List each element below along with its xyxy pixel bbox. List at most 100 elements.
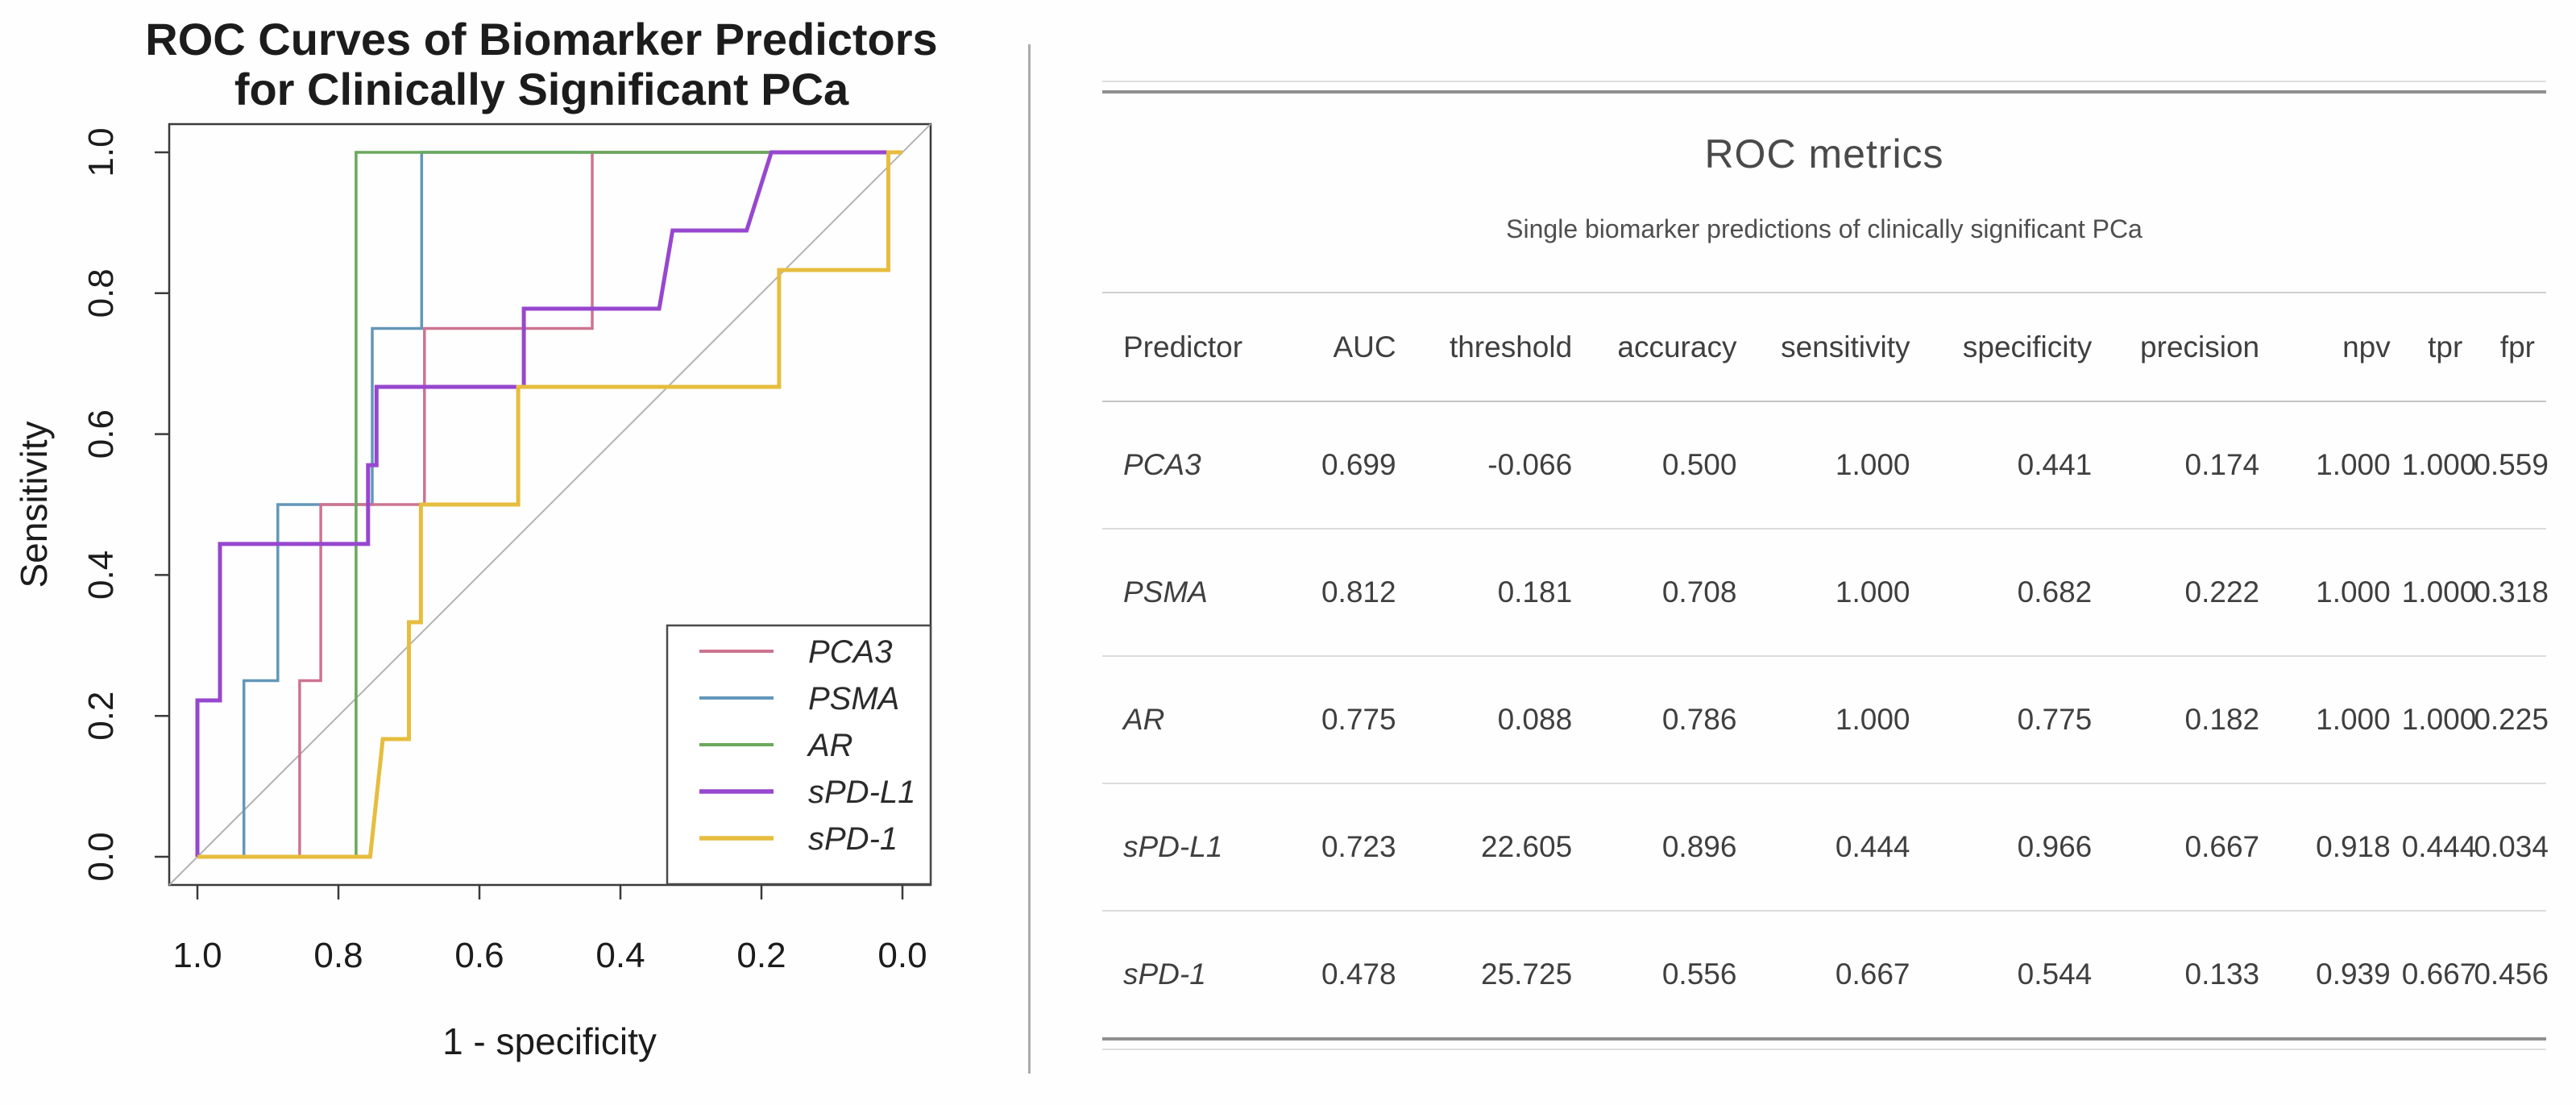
table-bottom-rule (1102, 1037, 2546, 1041)
value-cell-accuracy: 0.556 (1607, 910, 1773, 1037)
x-tick-label: 0.2 (736, 936, 786, 975)
diagonal-reference-line (168, 123, 931, 886)
value-cell-auc: 0.723 (1292, 783, 1432, 911)
value-cell-specificity: 0.775 (1945, 655, 2128, 783)
y-tick-label: 0.0 (81, 832, 121, 881)
value-cell-threshold: 22.605 (1431, 783, 1608, 911)
x-tick-label: 0.4 (595, 936, 645, 975)
plot-box (168, 123, 932, 887)
table-row-ar: AR 0.775 0.088 0.786 1.000 0.775 0.182 1.000 1.0… (1102, 655, 2549, 783)
table-row-spd-l1: sPD-L1 0.723 22.605 0.896 0.444 0.966 0.667 0.9… (1102, 783, 2549, 911)
column-header-npv: npv (2295, 293, 2402, 402)
value-cell-accuracy: 0.896 (1607, 783, 1773, 911)
value-cell-specificity: 0.544 (1945, 910, 2128, 1037)
column-header-sensitivity: sensitivity (1772, 293, 1946, 402)
value-cell-npv: 1.000 (2316, 448, 2391, 481)
table-row-pca3: PCA3 0.699 -0.066 0.500 1.000 0.441 0.174 1.000… (1102, 401, 2549, 529)
x-tick-label: 0.0 (877, 936, 927, 975)
legend-label-spd-l1: sPD-L1 (808, 775, 915, 810)
value-cell-specificity: 0.441 (2017, 448, 2093, 481)
value-cell-threshold: 25.725 (1431, 910, 1608, 1037)
column-header-tpr: tpr (2401, 293, 2474, 402)
value-cell-threshold: 0.181 (1431, 528, 1608, 656)
value-cell-auc: 0.699 (1321, 448, 1396, 481)
metrics-header-row: Predictor AUC threshold accuracy sensitivity… (1102, 293, 2546, 402)
value-cell-accuracy: 0.500 (1661, 448, 1737, 481)
value-cell-sensitivity: 1.000 (1772, 655, 1946, 783)
table-row-spd-1: sPD-1 0.478 25.725 0.556 0.667 0.544 0.133 0.93… (1102, 910, 2549, 1037)
value-cell-precision: 0.222 (2127, 528, 2296, 656)
value-cell-fpr: 0.318 (2474, 528, 2549, 656)
value-cell-precision: 0.182 (2127, 655, 2296, 783)
column-header-precision: precision (2127, 293, 2296, 402)
value-cell-fpr: 0.456 (2474, 910, 2549, 1037)
value-cell-threshold: -0.066 (1487, 448, 1573, 481)
metrics-table-body: PCA3 0.699 -0.066 0.500 1.000 0.441 0.174 1.000… (1102, 401, 2549, 1037)
predictor-cell: PSMA (1102, 528, 1293, 656)
value-cell-sensitivity: 0.444 (1772, 783, 1946, 911)
column-header-auc: AUC (1292, 293, 1432, 402)
value-cell-npv: 0.939 (2295, 910, 2402, 1037)
y-tick-label: 0.4 (81, 550, 121, 600)
column-header-specificity: specificity (1945, 293, 2128, 402)
roc-curve-spd-l1 (195, 150, 902, 857)
value-cell-tpr: 0.444 (2401, 783, 2476, 911)
value-cell-npv: 1.000 (2295, 655, 2402, 783)
column-header-threshold: threshold (1431, 293, 1608, 402)
value-cell-tpr: 1.000 (2401, 655, 2476, 783)
legend-label-spd-1: sPD-1 (808, 821, 898, 857)
value-cell-auc: 0.812 (1292, 528, 1432, 656)
value-cell-auc: 0.775 (1292, 655, 1432, 783)
value-cell-tpr: 1.000 (2401, 528, 2476, 656)
column-header-fpr: fpr (2474, 293, 2546, 402)
x-tick-label: 0.6 (454, 936, 504, 975)
plot-title-line2: for Clinically Significant PCa (234, 64, 849, 114)
x-tick-label: 0.8 (313, 936, 363, 975)
value-cell-threshold: 0.088 (1431, 655, 1608, 783)
roc-metrics-panel: ROC metrics Single biomarker predictions… (1102, 81, 2549, 1050)
table-subtitle: Single biomarker predictions of clinical… (1506, 214, 2143, 243)
value-cell-sensitivity: 0.667 (1772, 910, 1946, 1037)
predictor-cell: sPD-1 (1102, 910, 1293, 1037)
predictor-cell: AR (1102, 655, 1293, 783)
value-cell-precision: 0.133 (2127, 910, 2296, 1037)
value-cell-npv: 1.000 (2295, 528, 2402, 656)
value-cell-fpr: 0.225 (2474, 655, 2549, 783)
table-subtitle-rule (1102, 292, 2546, 293)
predictor-cell: PCA3 (1123, 448, 1201, 481)
legend-label-pca3: PCA3 (808, 634, 893, 670)
y-tick-label: 0.6 (81, 409, 121, 459)
x-tick-label: 1.0 (172, 936, 222, 975)
legend-label-psma: PSMA (808, 681, 899, 717)
value-cell-sensitivity: 1.000 (1772, 528, 1946, 656)
value-cell-npv: 0.918 (2295, 783, 2402, 911)
table-row-psma: PSMA 0.812 0.181 0.708 1.000 0.682 0.222 1.000 1… (1102, 528, 2549, 656)
value-cell-precision: 0.174 (2184, 448, 2260, 481)
y-tick-label: 1.0 (81, 127, 121, 177)
panel-divider (1028, 44, 1031, 1074)
y-tick-label: 0.2 (81, 692, 121, 741)
value-cell-specificity: 0.966 (1945, 783, 2128, 911)
roc-curve-pca3 (197, 151, 902, 858)
predictor-cell: sPD-L1 (1102, 783, 1293, 911)
plot-title-line1: ROC Curves of Biomarker Predictors (145, 14, 937, 64)
table-bottom-rule-light (1102, 1049, 2546, 1050)
value-cell-precision: 0.667 (2127, 783, 2296, 911)
legend-label-ar: AR (807, 728, 853, 763)
legend-box (666, 624, 932, 886)
roc-curve-spd-1 (197, 150, 902, 859)
value-cell-accuracy: 0.786 (1607, 655, 1773, 783)
value-cell-sensitivity: 1.000 (1835, 448, 1910, 481)
value-cell-fpr: 0.559 (2474, 448, 2549, 481)
value-cell-accuracy: 0.708 (1607, 528, 1773, 656)
y-axis-title: Sensitivity (13, 421, 55, 588)
column-header-accuracy: accuracy (1607, 293, 1773, 402)
column-header-predictor: Predictor (1102, 293, 1293, 402)
value-cell-specificity: 0.682 (1945, 528, 2128, 656)
x-axis-title: 1 - specificity (442, 1020, 657, 1062)
table-top-rule (1102, 90, 2546, 93)
value-cell-tpr: 0.667 (2401, 910, 2476, 1037)
value-cell-fpr: 0.034 (2474, 783, 2549, 911)
